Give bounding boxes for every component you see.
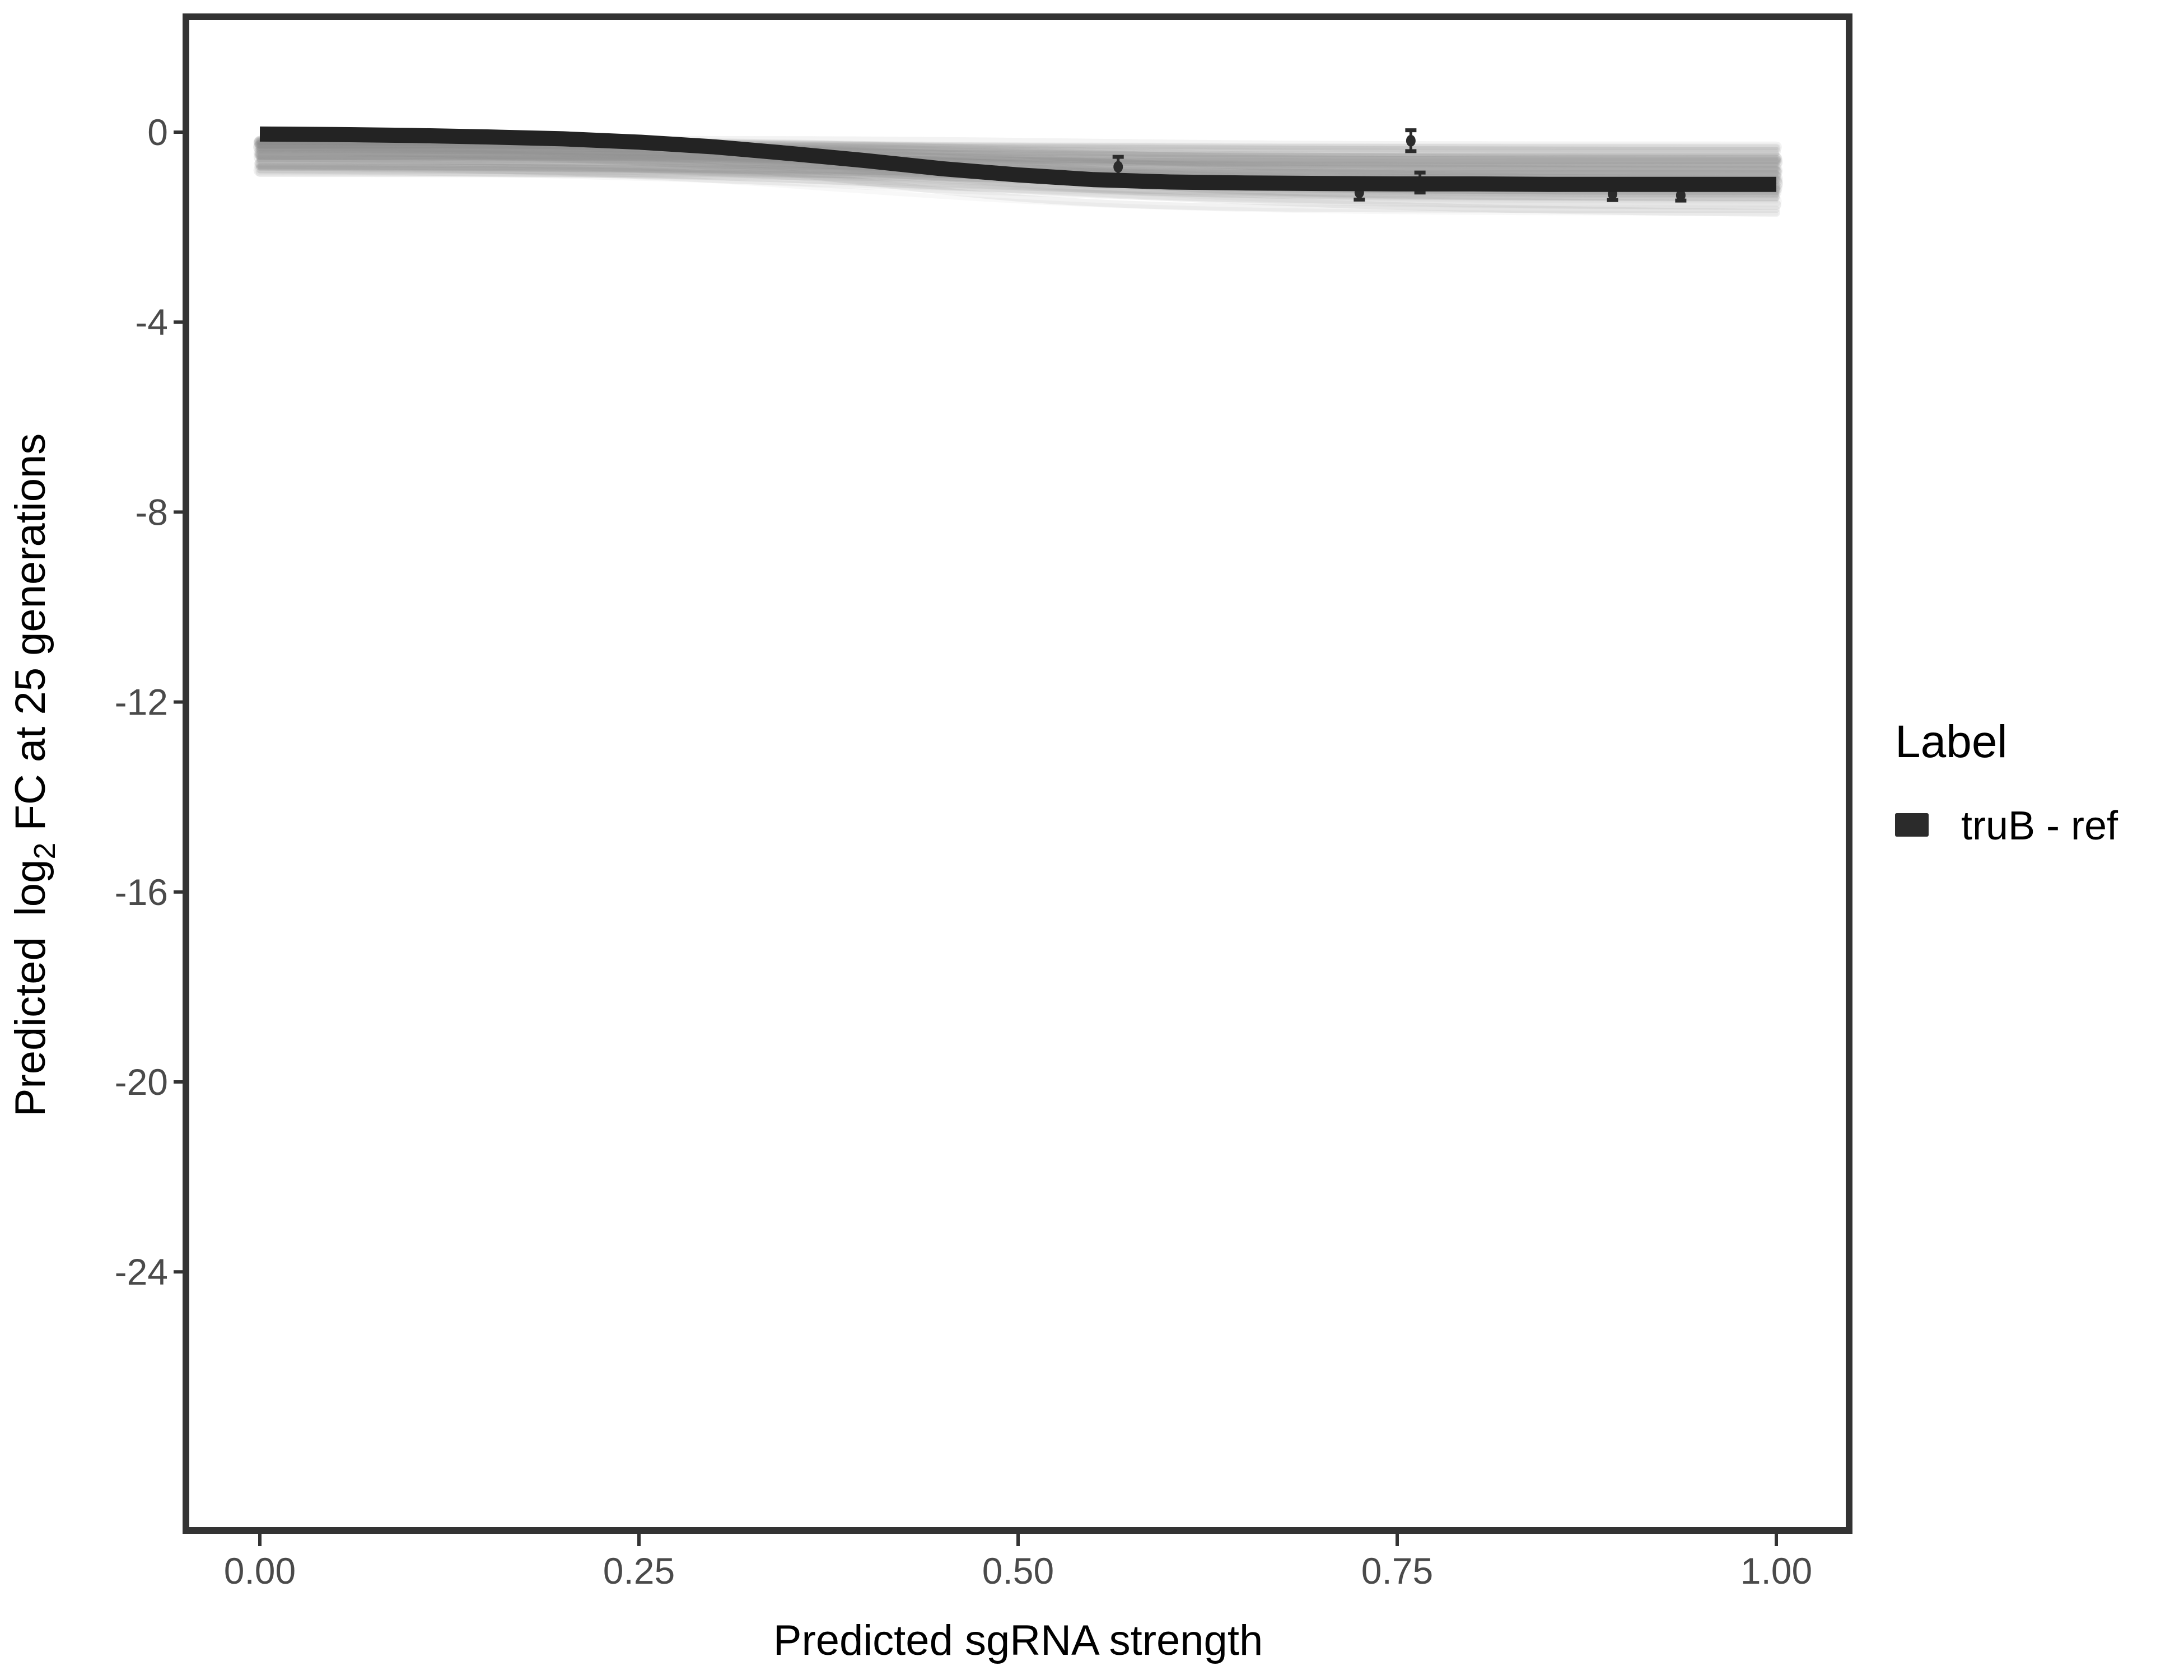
ensemble-curve bbox=[256, 150, 1780, 175]
ensemble-curve bbox=[254, 157, 1782, 207]
y-tick-label: -8 bbox=[135, 491, 168, 533]
ensemble-curve bbox=[257, 146, 1779, 171]
y-tick-label: -12 bbox=[115, 682, 168, 723]
ensemble-curve bbox=[256, 144, 1780, 200]
ensemble-curve bbox=[255, 159, 1781, 210]
ensemble-curve bbox=[253, 146, 1783, 178]
ensemble-curve bbox=[257, 155, 1779, 167]
y-tick-label: -4 bbox=[135, 301, 168, 343]
fitted-curve bbox=[259, 126, 1776, 192]
legend-title: Label bbox=[1895, 716, 2008, 767]
ensemble-curve bbox=[255, 165, 1781, 202]
ensemble-curve bbox=[256, 141, 1780, 176]
x-tick-label: 0.25 bbox=[603, 1550, 675, 1592]
y-tick-label: -24 bbox=[115, 1251, 168, 1292]
y-tick-label: -16 bbox=[115, 871, 168, 913]
ensemble-curve bbox=[258, 164, 1779, 216]
y-axis-title: Predicted log2 FC at 25 generations bbox=[7, 433, 62, 1117]
ensemble-curve bbox=[258, 156, 1779, 168]
ensemble-curve bbox=[255, 165, 1781, 210]
ensemble-curve bbox=[257, 169, 1779, 201]
ensemble-curve bbox=[255, 158, 1781, 176]
point-marker bbox=[1676, 189, 1686, 202]
ensemble-curve bbox=[255, 152, 1781, 167]
ensemble-curve bbox=[256, 142, 1780, 157]
ensemble-curve bbox=[254, 149, 1782, 177]
x-tick-label: 0.50 bbox=[982, 1550, 1054, 1592]
ensemble-curve bbox=[257, 146, 1779, 160]
legend-key-swatch bbox=[1895, 813, 1929, 837]
y-tick-label: -20 bbox=[115, 1061, 168, 1103]
ensemble-curve bbox=[255, 141, 1781, 165]
ensemble-curve bbox=[254, 150, 1782, 167]
x-tick-label: 0.00 bbox=[224, 1550, 296, 1592]
ensemble-curve bbox=[256, 146, 1780, 166]
ensemble-curve bbox=[256, 146, 1780, 172]
ensemble-curve bbox=[257, 144, 1779, 175]
x-axis-title: Predicted sgRNA strength bbox=[773, 1617, 1263, 1664]
ensemble-curve bbox=[256, 155, 1780, 172]
y-tick-label: 0 bbox=[147, 111, 168, 153]
ensemble-curve bbox=[254, 151, 1782, 176]
panel-border bbox=[183, 13, 1852, 1534]
ensemble-curve bbox=[256, 152, 1780, 213]
ensemble-curve bbox=[256, 162, 1780, 217]
ensemble-curve bbox=[255, 141, 1781, 172]
ensemble-curve bbox=[258, 141, 1779, 171]
x-tick-label: 1.00 bbox=[1740, 1550, 1812, 1592]
y-axis-ticks: 0 -4 -8 -12 -16 -20 -24 bbox=[115, 111, 183, 1292]
x-axis-ticks: 0.00 0.25 0.50 0.75 1.00 bbox=[224, 1534, 1812, 1592]
ensemble-curve bbox=[258, 152, 1779, 174]
ensemble-curve bbox=[254, 140, 1782, 170]
ensemble-curve bbox=[256, 142, 1780, 157]
legend: Label truB - ref bbox=[1895, 716, 2118, 848]
ensemble-curve bbox=[256, 142, 1780, 155]
error-point bbox=[1405, 128, 1417, 153]
point-marker bbox=[1113, 161, 1123, 173]
point-marker bbox=[1406, 134, 1416, 147]
ensemble-curve bbox=[257, 153, 1779, 166]
legend-item-label: truB - ref bbox=[1961, 804, 2118, 848]
ensemble-curve bbox=[258, 143, 1779, 171]
x-tick-label: 0.75 bbox=[1361, 1550, 1433, 1592]
ensemble-curve bbox=[255, 161, 1781, 199]
ensemble-curve bbox=[256, 157, 1780, 198]
